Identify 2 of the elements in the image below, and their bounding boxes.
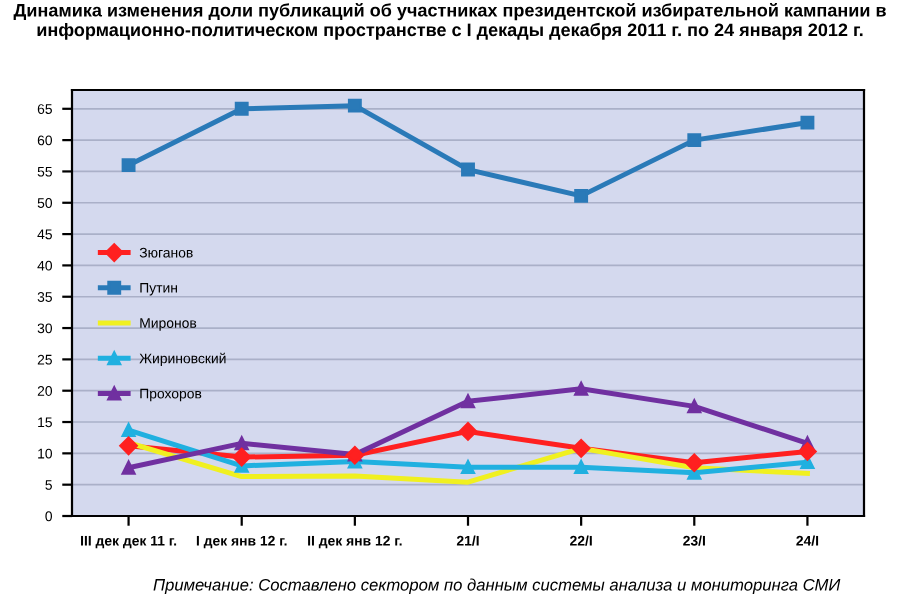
chart-title: Динамика изменения доли публикаций об участниках президентской избирательной кампании в информационно-политическом пространстве с I декады декабря 2011 г. по 24 января 2012 г.: [13, 3, 886, 40]
text: Примечание: Составлено сектором по данным системы анализа и мониторинга СМИ: [153, 578, 841, 594]
